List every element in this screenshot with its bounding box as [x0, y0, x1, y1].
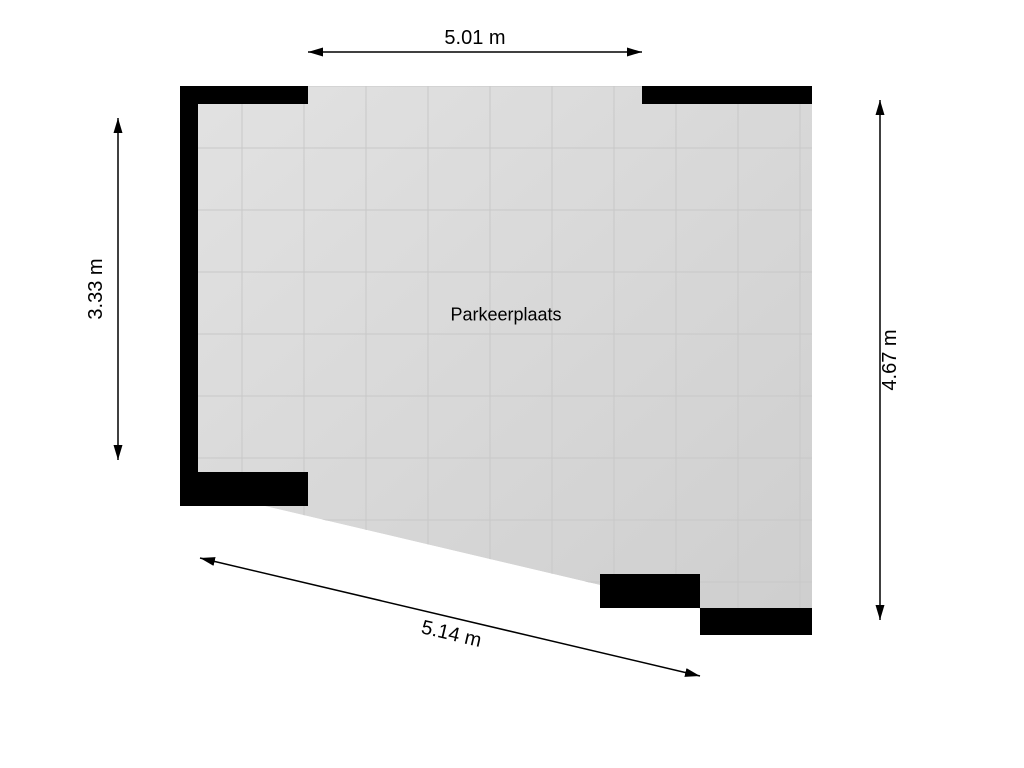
bottom-left-wall — [180, 472, 308, 506]
left-wall — [180, 162, 198, 472]
dim-top-label: 5.01 m — [444, 27, 505, 49]
bottom-right-wall — [700, 608, 812, 635]
dim-top: 5.01 m — [308, 27, 642, 52]
dim-right: 4.67 m — [879, 100, 901, 620]
dim-bottom-label: 5.14 m — [419, 616, 484, 651]
room-floor — [130, 36, 862, 685]
top-right-wall — [642, 86, 812, 104]
dim-left-label: 3.33 m — [85, 258, 107, 319]
dim-right-label: 4.67 m — [879, 329, 901, 390]
floorplan-canvas: Parkeerplaats 5.01 m 3.33 m 4.67 m 5.14 m — [0, 0, 1024, 768]
dim-left: 3.33 m — [85, 118, 118, 460]
bottom-mid-wall — [600, 574, 700, 608]
room-label: Parkeerplaats — [450, 305, 561, 325]
